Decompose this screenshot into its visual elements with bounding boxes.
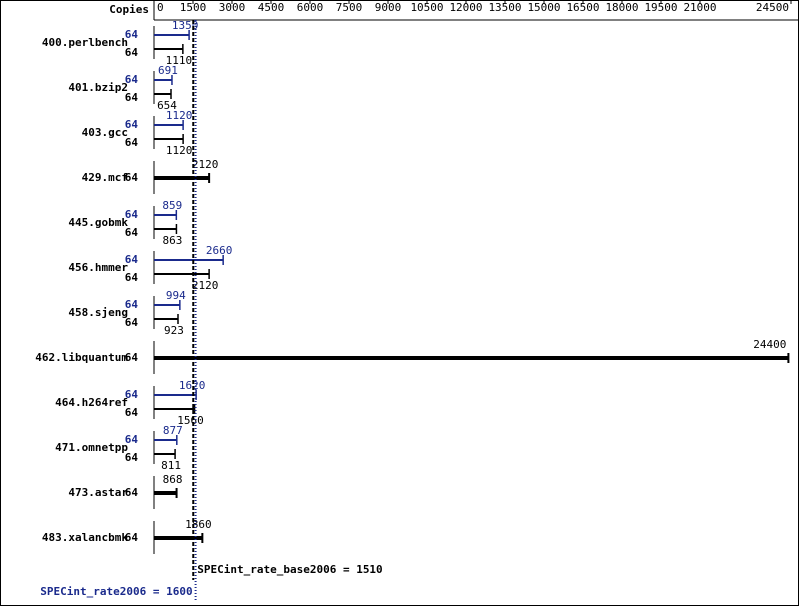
category-label: 473.astar [68,486,128,499]
bar [154,273,210,275]
copies-label: 64 [125,433,139,446]
copies-label: 64 [125,136,139,149]
copies-label: 64 [125,91,139,104]
copies-label: 64 [125,28,139,41]
x-tick-label: 4500 [258,1,285,14]
copies-label: 64 [125,406,139,419]
bar [154,394,197,396]
copies-label: 64 [125,298,139,311]
value-label: 1120 [166,144,193,157]
value-label: 2660 [206,244,233,257]
value-label: 2120 [192,279,219,292]
category-label: 462.libquantum [35,351,128,364]
value-label: 859 [162,199,182,212]
copies-label: 64 [125,486,139,499]
copies-label: 64 [125,271,139,284]
bar [154,536,203,540]
value-label: 691 [158,64,178,77]
category-label: 445.gobmk [68,216,128,229]
value-label: 1620 [179,379,206,392]
value-label: 1560 [177,414,204,427]
value-label: 1110 [166,54,193,67]
value-label: 1350 [172,19,199,32]
bar [154,48,183,50]
value-label: 811 [161,459,181,472]
bar [154,491,177,495]
bar [154,138,184,140]
value-label: 863 [163,234,183,247]
x-tick-label: 6000 [297,1,324,14]
value-label: 2120 [192,158,219,171]
bar [154,439,177,441]
copies-label: 64 [125,73,139,86]
value-label: 868 [163,473,183,486]
copies-label: 64 [125,226,139,239]
copies-label: 64 [125,351,139,364]
copies-label: 64 [125,388,139,401]
bar [154,318,178,320]
category-label: 401.bzip2 [68,81,128,94]
value-label: 1860 [185,518,212,531]
x-tick-label: 16500 [566,1,599,14]
bar [154,214,177,216]
x-tick-label: 18000 [605,1,638,14]
x-tick-label: 0 [157,1,164,14]
category-label: 483.xalancbmk [42,531,128,544]
bar [154,93,172,95]
value-label: 877 [163,424,183,437]
bar [154,259,224,261]
x-tick-label: 7500 [336,1,363,14]
bar [154,176,210,180]
x-tick-label: 1500 [180,1,207,14]
copies-header: Copies [109,3,149,16]
category-label: 429.mcf [82,171,128,184]
bar [154,124,184,126]
bar [154,408,195,410]
copies-label: 64 [125,171,139,184]
copies-label: 64 [125,208,139,221]
bar [154,79,172,81]
value-label: 923 [164,324,184,337]
category-label: 400.perlbench [42,36,128,49]
bar [154,304,180,306]
copies-label: 64 [125,253,139,266]
reference-label: SPECint_rate_base2006 = 1510 [197,563,382,576]
copies-label: 64 [125,316,139,329]
x-tick-label: 13500 [488,1,521,14]
value-label: 994 [166,289,186,302]
value-label: 24400 [753,338,786,351]
x-tick-label: 21000 [683,1,716,14]
category-label: 464.h264ref [55,396,128,409]
x-tick-label: 19500 [644,1,677,14]
copies-label: 64 [125,451,139,464]
x-tick-label: 12000 [449,1,482,14]
x-tick-label: 15000 [527,1,560,14]
x-tick-label: 10500 [410,1,443,14]
copies-label: 64 [125,46,139,59]
category-label: 458.sjeng [68,306,128,319]
category-label: 403.gcc [82,126,128,139]
x-tick-label: 24500 [756,1,789,14]
copies-label: 64 [125,118,139,131]
bar [154,356,789,360]
bar [154,228,177,230]
value-label: 654 [157,99,177,112]
x-tick-label: 3000 [219,1,246,14]
value-label: 1120 [166,109,193,122]
copies-label: 64 [125,531,139,544]
reference-label: SPECint_rate2006 = 1600 [40,585,192,598]
category-label: 471.omnetpp [55,441,128,454]
bar [154,453,176,455]
x-tick-label: 9000 [375,1,402,14]
bar [154,34,190,36]
category-label: 456.hmmer [68,261,128,274]
